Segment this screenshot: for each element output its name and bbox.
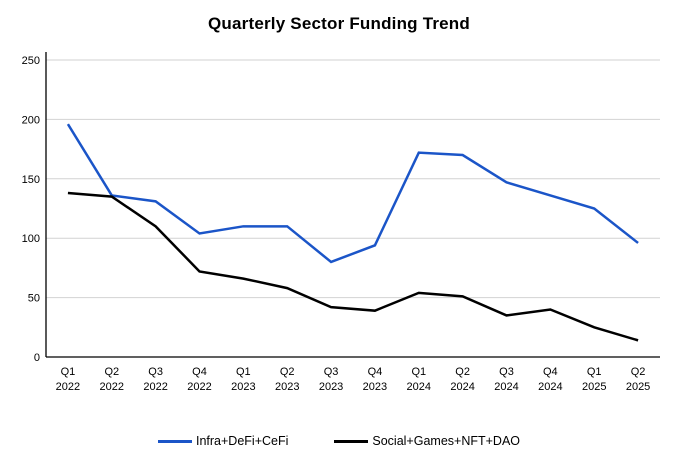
y-tick-label: 100	[22, 233, 40, 245]
legend-item: Infra+DeFi+CeFi	[157, 434, 289, 448]
x-tick-label: Q2 2023	[275, 366, 299, 393]
legend-label: Social+Games+NFT+DAO	[372, 434, 521, 448]
legend-item: Social+Games+NFT+DAO	[334, 434, 520, 448]
x-tick-label: Q1 2025	[582, 366, 606, 393]
legend-label: Infra+DeFi+CeFi	[195, 434, 289, 448]
x-tick-label: Q2 2022	[100, 366, 124, 393]
x-tick-label: Q1 2022	[56, 366, 80, 393]
legend-line-swatch	[157, 439, 192, 443]
x-tick-label: Q3 2023	[319, 366, 343, 393]
y-tick-label: 150	[22, 174, 40, 186]
y-tick-label: 50	[28, 293, 40, 305]
y-tick-label: 200	[22, 114, 40, 126]
y-tick-label: 250	[22, 55, 40, 67]
legend-line-swatch	[334, 439, 369, 443]
x-tick-label: Q3 2022	[143, 366, 167, 393]
chart-title: Quarterly Sector Funding Trend	[208, 14, 470, 33]
x-tick-label: Q4 2023	[363, 366, 387, 393]
chart-legend: Infra+DeFi+CeFi Social+Games+NFT+DAO	[0, 434, 678, 448]
x-tick-label: Q1 2023	[231, 366, 255, 393]
series-line-social-games-nft-dao	[67, 191, 639, 342]
x-tick-label: Q4 2022	[187, 366, 211, 393]
x-tick-label: Q4 2024	[538, 366, 562, 393]
series-line-infra-defi-cefi	[66, 123, 639, 264]
x-tick-label: Q2 2025	[626, 366, 650, 393]
y-tick-label: 0	[34, 352, 40, 364]
x-tick-label: Q3 2024	[494, 366, 518, 393]
x-tick-label: Q2 2024	[450, 366, 474, 393]
x-tick-label: Q1 2024	[407, 366, 431, 393]
